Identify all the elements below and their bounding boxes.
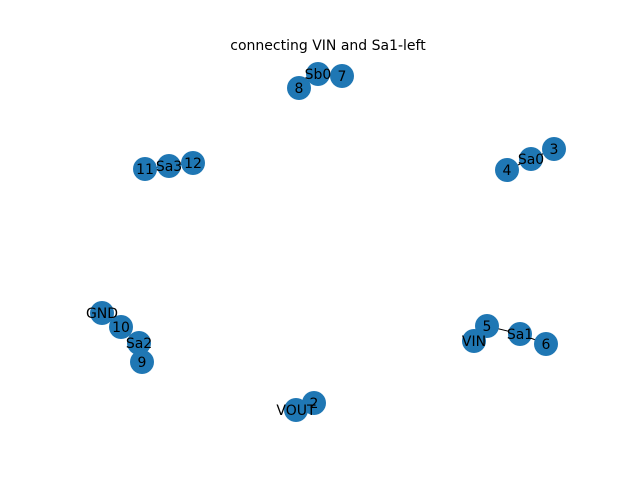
graph-nodes — [90, 62, 566, 422]
node-Sa3 — [157, 154, 181, 178]
node-label-5: 5 — [483, 319, 492, 335]
node-label-8: 8 — [295, 81, 304, 97]
node-4 — [495, 158, 519, 182]
node-8 — [287, 76, 311, 100]
node-VOUT — [284, 398, 308, 422]
node-6 — [534, 332, 558, 356]
node-label-VOUT: VOUT — [276, 403, 316, 419]
node-Sb0 — [306, 62, 330, 86]
node-label-Sb0: Sb0 — [305, 67, 332, 83]
graph-title: connecting VIN and Sa1-left — [230, 38, 426, 54]
node-Sa0 — [519, 147, 543, 171]
node-label-11: 11 — [136, 162, 154, 178]
node-label-6: 6 — [542, 337, 551, 353]
node-3 — [542, 137, 566, 161]
node-VIN — [462, 329, 486, 353]
node-GND — [90, 301, 114, 325]
node-label-3: 3 — [550, 142, 559, 158]
node-label-Sa3: Sa3 — [156, 159, 182, 175]
node-12 — [181, 151, 205, 175]
node-label-2: 2 — [310, 396, 319, 412]
node-label-VIN: VIN — [462, 334, 486, 350]
node-Sa2 — [127, 331, 151, 355]
node-7 — [330, 64, 354, 88]
node-label-7: 7 — [338, 69, 347, 85]
node-label-9: 9 — [138, 355, 147, 371]
node-11 — [133, 157, 157, 181]
node-2 — [302, 391, 326, 415]
node-label-Sa2: Sa2 — [126, 336, 152, 352]
node-label-GND: GND — [86, 306, 118, 322]
node-label-10: 10 — [112, 320, 130, 336]
node-10 — [109, 315, 133, 339]
node-9 — [130, 350, 154, 374]
graph-edges — [101, 73, 555, 411]
node-label-Sa0: Sa0 — [518, 152, 544, 168]
node-Sa1 — [508, 322, 532, 346]
node-label-Sa1: Sa1 — [507, 327, 533, 343]
node-label-4: 4 — [503, 163, 512, 179]
node-label-12: 12 — [184, 156, 202, 172]
